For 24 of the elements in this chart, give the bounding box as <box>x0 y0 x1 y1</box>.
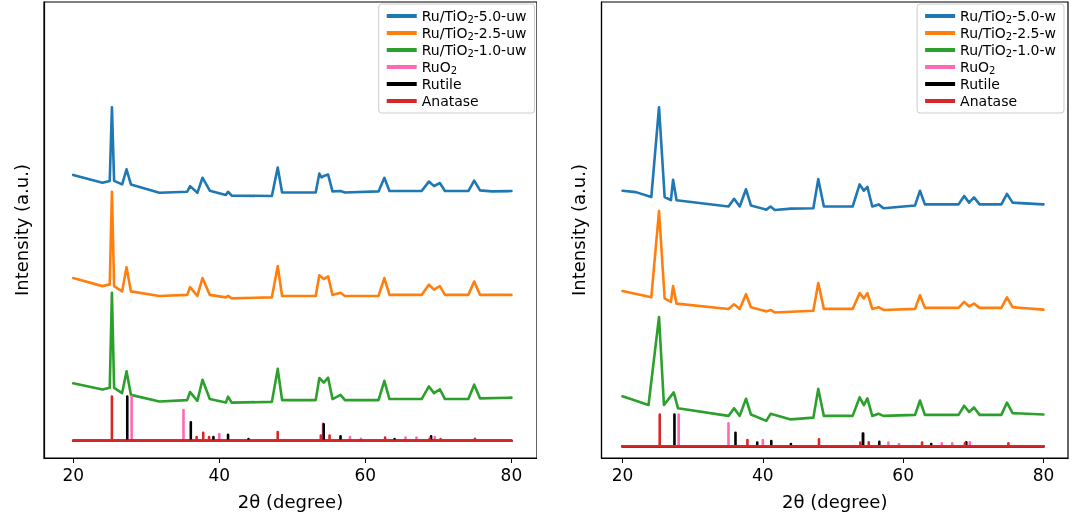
x-tick-label: 60 <box>891 464 914 485</box>
x-axis-title: 2θ (degree) <box>237 490 344 512</box>
legend-label: Anatase <box>421 93 479 109</box>
legend-label: Ru/TiO2-1.0-uw <box>421 42 527 59</box>
x-tick-label: 80 <box>1032 464 1054 485</box>
legend-label: Ru/TiO2-5.0-w <box>959 8 1056 25</box>
legend-label: RuO2 <box>421 59 458 76</box>
y-axis-title: Intensity (a.u.) <box>567 164 589 296</box>
x-tick-label: 80 <box>500 464 523 485</box>
legend-label: Ru/TiO2-1.0-w <box>959 42 1056 59</box>
legend-label: Rutile <box>959 76 1000 92</box>
legend-label: Rutile <box>421 76 462 92</box>
legend-label: RuO2 <box>959 59 995 76</box>
legend-label: Ru/TiO2-5.0-uw <box>421 8 527 25</box>
x-tick-label: 20 <box>62 464 85 485</box>
x-tick-label: 60 <box>354 464 377 485</box>
y-axis-title: Intensity (a.u.) <box>10 164 32 296</box>
legend-label: Anatase <box>959 93 1017 109</box>
x-tick-label: 40 <box>208 464 231 485</box>
legend-label: Ru/TiO2-2.5-w <box>959 25 1056 42</box>
x-tick-label: 20 <box>611 464 633 485</box>
x-tick-label: 40 <box>751 464 774 485</box>
legend-label: Ru/TiO2-2.5-uw <box>421 25 527 42</box>
x-axis-title: 2θ (degree) <box>781 490 887 512</box>
